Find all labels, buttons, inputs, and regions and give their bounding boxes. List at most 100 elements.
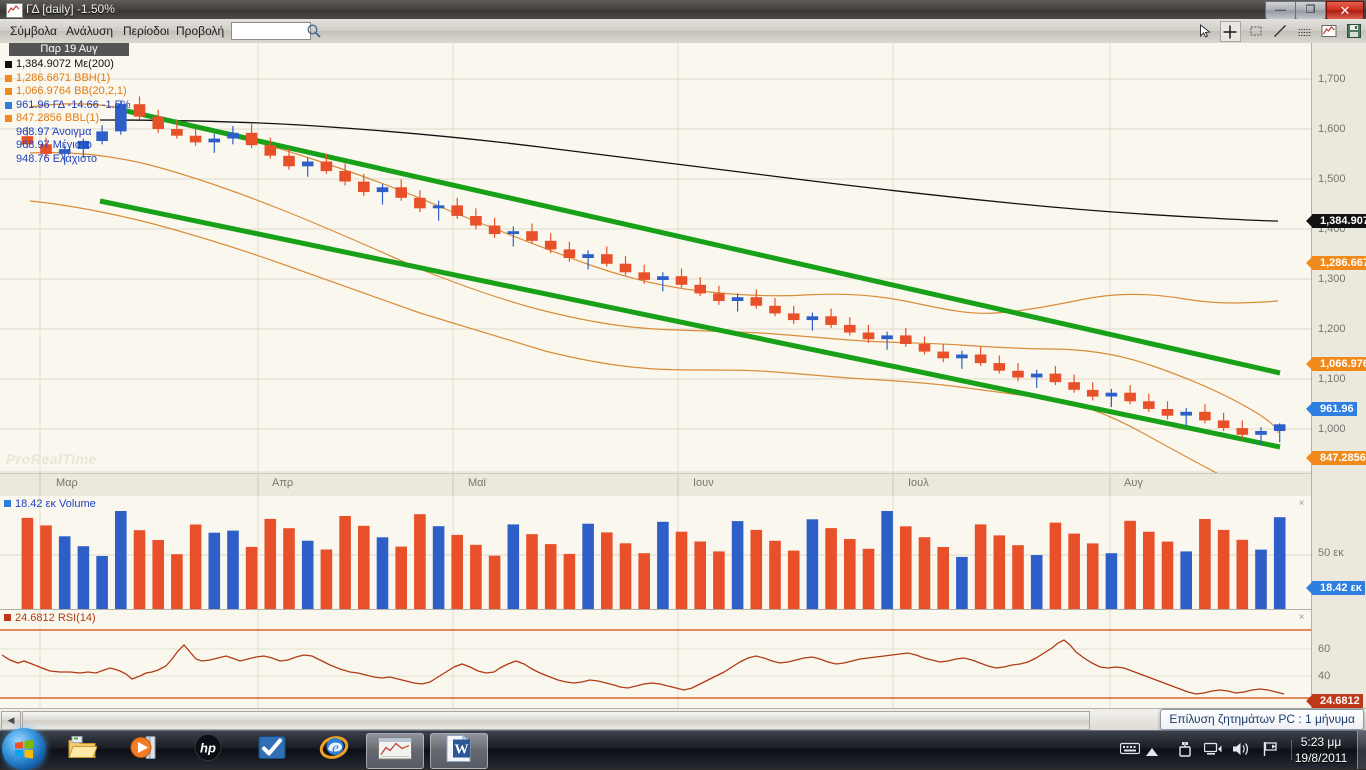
volume-panel[interactable]: 18.42 εκ Volume × <box>0 496 1311 611</box>
legend-swatch <box>5 115 12 122</box>
rsi-title-text: 24.6812 RSI(14) <box>15 612 96 624</box>
legend-row-high: 968.97 Μέγιστο <box>3 139 131 153</box>
media-player-icon <box>130 735 158 766</box>
price-tag-bb: 1,066.976 <box>1306 357 1366 371</box>
volume-tag-last: 18.42 εκ <box>1306 581 1365 595</box>
volume-axis[interactable]: 50 εκ 18.42 εκ <box>1306 496 1366 611</box>
scrollbar-thumb[interactable] <box>22 711 1090 730</box>
date-tick-mar: Μαρ <box>56 477 78 489</box>
taskbar-hp[interactable]: hp <box>184 733 232 767</box>
price-tick: 1,000 <box>1318 423 1346 435</box>
menu-periods[interactable]: Περίοδοι <box>123 24 170 38</box>
legend-text: 968.97 Μέγιστο <box>16 139 92 151</box>
tray-tooltip: Επίλυση ζητημάτων PC : 1 μήνυμα <box>1160 709 1364 730</box>
price-tag-bbh: 1,286.667 <box>1306 256 1366 270</box>
rsi-chart-svg <box>0 610 1311 708</box>
start-button[interactable] <box>2 728 46 770</box>
rsi-tag-last: 24.6812 <box>1306 694 1363 708</box>
chart-area[interactable]: Παρ 19 Αυγ 1,384.9072 Με(200) 1,286.6671… <box>0 43 1366 708</box>
indicator-legend: 1,384.9072 Με(200) 1,286.6671 BBH(1) 1,0… <box>3 58 131 166</box>
close-button[interactable]: ✕ <box>1326 1 1364 20</box>
volume-chart-svg <box>0 496 1311 610</box>
tray-network-icon[interactable] <box>1203 741 1222 759</box>
volume-bar-series <box>21 511 1286 609</box>
close-icon: ✕ <box>1339 3 1351 18</box>
tray-action-center-icon[interactable] <box>1262 741 1280 759</box>
window-titlebar: ΓΔ [daily] -1.50% — ❐ ✕ <box>0 0 1366 20</box>
legend-row-ma200: 1,384.9072 Με(200) <box>3 58 131 72</box>
menu-view[interactable]: Προβολή <box>176 24 225 38</box>
diagonal-line-icon[interactable] <box>1271 21 1290 40</box>
tray-safely-remove-icon[interactable] <box>1176 741 1194 759</box>
taskbar-check-app[interactable] <box>248 733 296 767</box>
floppy-disk-icon[interactable] <box>1344 21 1363 40</box>
folder-icon <box>67 735 98 766</box>
price-tick: 1,200 <box>1318 323 1346 335</box>
chart-icon <box>6 3 23 18</box>
search-input[interactable] <box>231 22 311 40</box>
magnifier-icon[interactable] <box>306 23 322 39</box>
legend-text: 1,066.9764 BB(20,2,1) <box>16 85 127 97</box>
legend-row-bb: 1,066.9764 BB(20,2,1) <box>3 85 131 99</box>
taskbar-media-player[interactable] <box>120 733 168 767</box>
volume-title-text: 18.42 εκ Volume <box>15 498 96 510</box>
price-axis[interactable]: 1,700 1,600 1,500 1,400 1,300 1,200 1,10… <box>1306 43 1366 474</box>
rsi-tick-40: 40 <box>1318 670 1331 682</box>
windows-logo-icon <box>13 738 35 760</box>
taskbar-explorer[interactable] <box>58 733 106 767</box>
date-tick-aug: Αυγ <box>1124 477 1143 489</box>
legend-swatch <box>5 61 12 68</box>
chart-window-icon <box>378 737 412 765</box>
horizontal-scrollbar[interactable]: ◀ <box>0 708 1366 731</box>
volume-tick: 50 εκ <box>1318 547 1344 559</box>
legend-swatch <box>5 74 12 82</box>
legend-swatch <box>5 101 12 109</box>
date-tick-apr: Απρ <box>272 477 294 489</box>
clock-time: 5:23 μμ <box>1300 735 1342 749</box>
maximize-glyph: ❐ <box>1305 4 1316 16</box>
minimize-glyph: — <box>1275 4 1286 16</box>
volume-panel-close-icon[interactable]: × <box>1298 498 1305 509</box>
taskbar-prorealtime[interactable] <box>366 733 424 769</box>
menu-symbols[interactable]: Σύμβολα <box>10 24 57 38</box>
price-chart-panel[interactable]: Παρ 19 Αυγ 1,384.9072 Με(200) 1,286.6671… <box>0 43 1311 474</box>
svg-text:hp: hp <box>200 741 216 756</box>
prorealtime-window: ΓΔ [daily] -1.50% — ❐ ✕ Σύμβολα Ανάλυση … <box>0 0 1366 731</box>
arrow-cursor-icon[interactable] <box>1195 21 1214 40</box>
plus-crosshair-icon[interactable] <box>1219 21 1241 42</box>
legend-row-open: 968.97 Άνοιγμα <box>3 126 131 140</box>
taskbar-clock[interactable]: 5:23 μμ 19/8/2011 <box>1282 734 1360 766</box>
legend-date-header: Παρ 19 Αυγ <box>9 43 129 56</box>
candlestick-series <box>21 96 1286 446</box>
rsi-axis[interactable]: 60 40 24.6812 <box>1306 610 1366 708</box>
scroll-left-arrow[interactable]: ◀ <box>1 711 21 730</box>
taskbar-internet-explorer[interactable]: e <box>310 733 358 767</box>
date-tick-jun: Ιουν <box>693 477 714 489</box>
rsi-panel-close-icon[interactable]: × <box>1298 612 1305 623</box>
menu-analysis[interactable]: Ανάλυση <box>66 24 114 38</box>
rsi-panel-title: 24.6812 RSI(14) <box>4 612 96 624</box>
tray-keyboard-icon[interactable] <box>1119 741 1141 759</box>
minimize-button[interactable]: — <box>1265 1 1296 20</box>
legend-swatch <box>5 88 12 95</box>
maximize-button[interactable]: ❐ <box>1295 1 1326 20</box>
volume-panel-title: 18.42 εκ Volume <box>4 498 96 510</box>
grid-icon[interactable] <box>1295 21 1314 40</box>
tray-show-hidden-icon[interactable] <box>1146 744 1164 762</box>
taskbar-word[interactable]: W <box>430 733 488 769</box>
chart-icon[interactable] <box>1320 21 1339 40</box>
price-tag-ma200: 1,384.907 <box>1306 214 1366 228</box>
legend-row-price: 961.96 ΓΔ -14.66 -1.5% <box>3 99 131 113</box>
rectangle-icon[interactable] <box>1246 21 1265 40</box>
channel-lower-line <box>99 198 1281 450</box>
prorealtime-watermark: ProRealTime <box>6 451 97 467</box>
scroll-left-glyph: ◀ <box>7 715 15 725</box>
rsi-panel[interactable]: 24.6812 RSI(14) × <box>0 610 1311 708</box>
show-desktop-button[interactable] <box>1357 731 1366 769</box>
date-axis-ticks <box>0 472 1311 496</box>
axis-corner <box>1311 473 1366 497</box>
price-tick: 1,100 <box>1318 373 1346 385</box>
drawing-toolbar <box>1194 21 1363 42</box>
price-tick: 1,700 <box>1318 73 1346 85</box>
tray-volume-icon[interactable] <box>1232 741 1250 759</box>
